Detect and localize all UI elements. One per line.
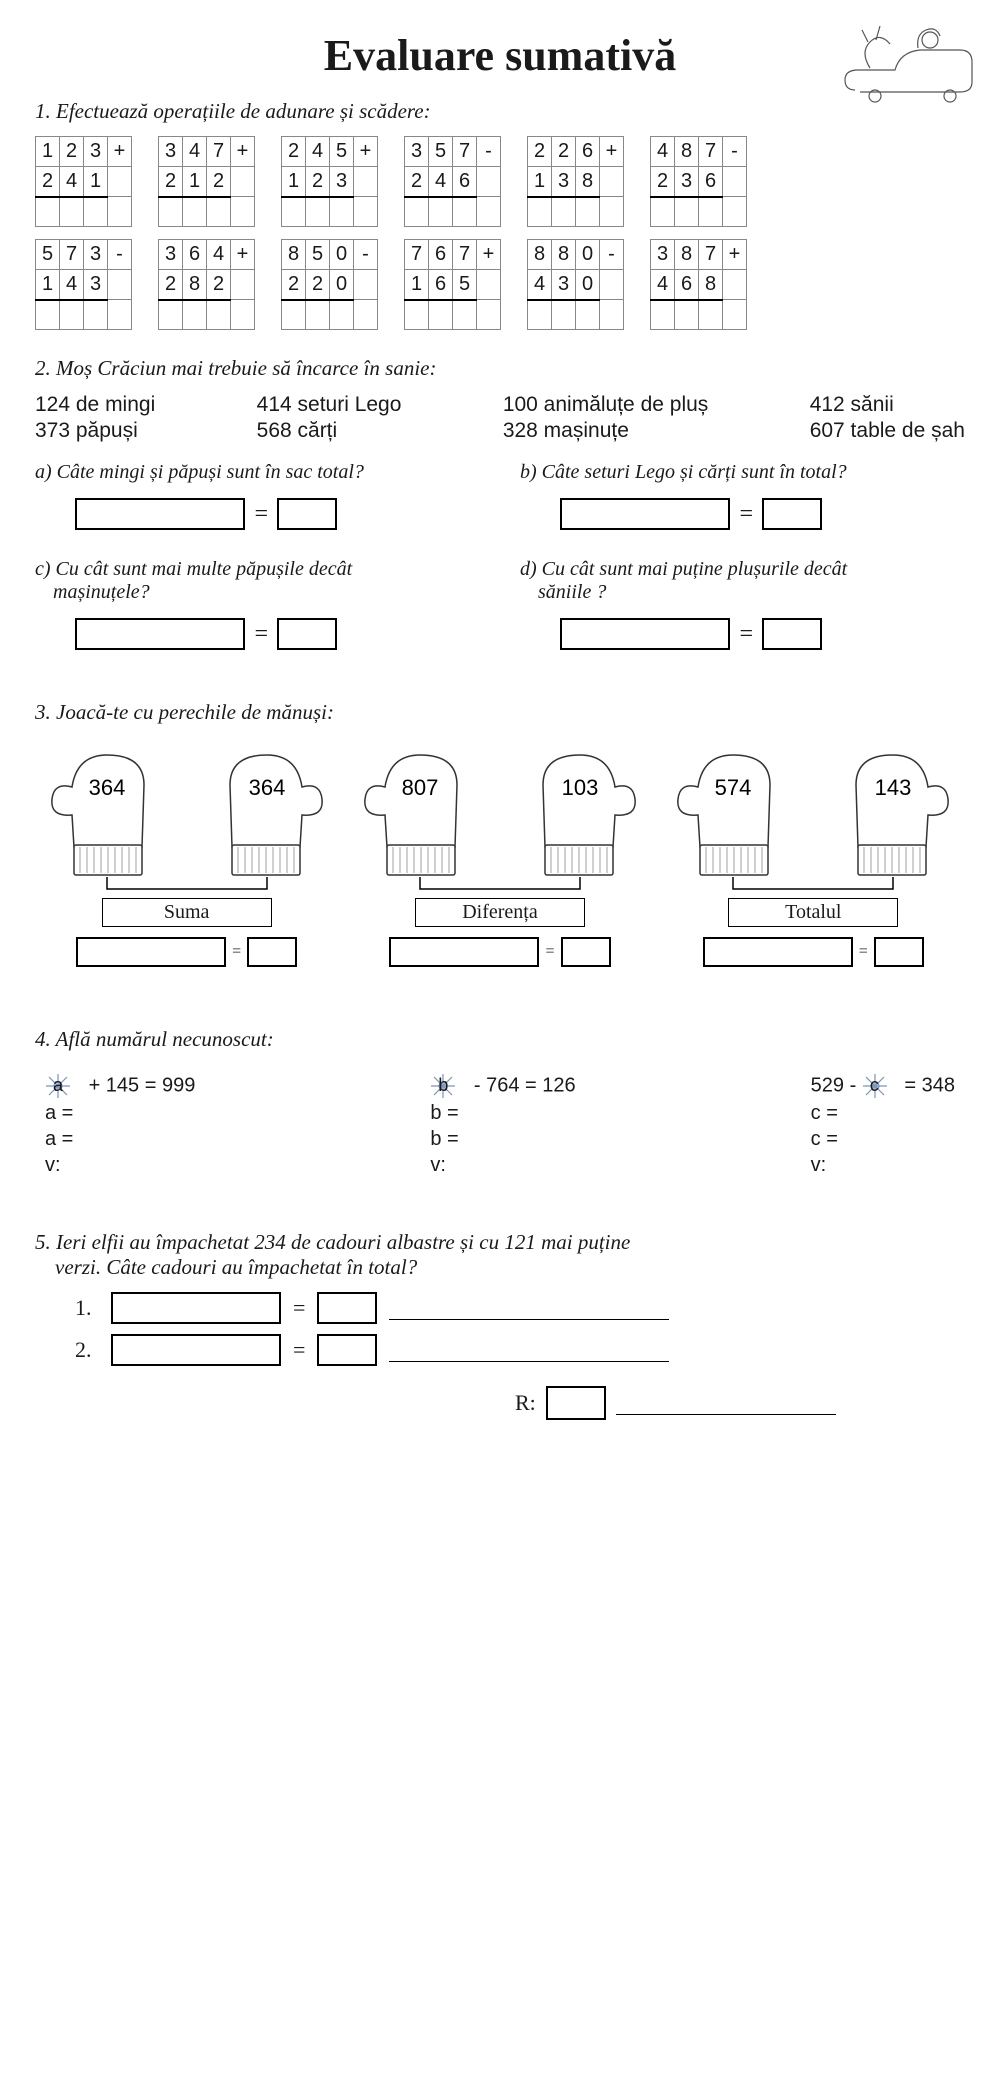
p2-qd: săniile ? [538,581,965,604]
p4-line[interactable]: v: [430,1154,575,1177]
p5-step-num: 2. [75,1337,99,1363]
p4-line[interactable]: b = [430,1128,575,1151]
p5-ans-label: R: [515,1390,536,1416]
arith-problem[interactable]: 245+123 [281,136,378,227]
arith-problem[interactable]: 573-143 [35,239,132,330]
arith-problem[interactable]: 487-236 [650,136,747,227]
svg-text:364: 364 [248,775,285,800]
arith-problem[interactable]: 387+468 [650,239,747,330]
p2-item: 607 table de șah [810,419,965,443]
arith-problem[interactable]: 880-430 [527,239,624,330]
mitten-caption: Totalul [728,898,898,927]
mitten-caption: Diferența [415,898,585,927]
arith-problem[interactable]: 123+241 [35,136,132,227]
p2-item: 100 animăluțe de pluș [503,393,708,417]
arithmetic-grid: 123+241 347+212 245+123 357-246 226+138 487-2… [35,136,965,330]
mittens-row: 364 364 Suma = 807 103 Diferența = 574 143 [35,737,965,967]
p5-label: 5. Ieri elfii au împachetat 234 de cadou… [35,1230,965,1280]
p2-item: 412 sănii [810,393,965,417]
p2-qc: mașinuțele? [53,581,480,604]
p2-qc: c) Cu cât sunt mai multe păpușile decât [35,558,480,581]
p4-col-c: 529 - c = 348 c = c = v: [811,1070,955,1180]
arith-problem[interactable]: 357-246 [404,136,501,227]
arith-problem[interactable]: 850-220 [281,239,378,330]
answer-box[interactable]: = [668,937,958,967]
p4-row: a + 145 = 999 a = a = v: b - 764 = 126 b… [35,1070,965,1180]
mitten-caption: Suma [102,898,272,927]
arith-problem[interactable]: 364+282 [158,239,255,330]
p2-item: 414 seturi Lego [257,393,402,417]
svg-text:103: 103 [562,775,599,800]
p2-items: 124 de mingi373 păpuși 414 seturi Lego56… [35,393,965,443]
p2-item: 328 mașinuțe [503,419,708,443]
answer-box[interactable]: = [560,498,965,530]
p4-line[interactable]: v: [45,1154,195,1177]
p5-step-num: 1. [75,1295,99,1321]
answer-box[interactable]: = [355,937,645,967]
p2-label: 2. Moș Crăciun mai trebuie să încarce în… [35,356,965,381]
p3-label: 3. Joacă-te cu perechile de mănuși: [35,700,965,725]
p4-col-a: a + 145 = 999 a = a = v: [45,1070,195,1180]
arith-problem[interactable]: 767+165 [404,239,501,330]
p4-var: a [53,1075,63,1095]
p4-eq: - 764 = 126 [468,1074,575,1096]
p4-line[interactable]: c = [811,1102,955,1125]
svg-text:807: 807 [402,775,439,800]
svg-text:143: 143 [875,775,912,800]
mitten-pair: 574 143 Totalul = [668,737,958,967]
answer-box[interactable]: = [75,498,480,530]
p4-line[interactable]: a = [45,1128,195,1151]
p4-eq: + 145 = 999 [83,1074,195,1096]
p5-step-1[interactable]: 1. = [75,1292,965,1324]
p4-col-b: b - 764 = 126 b = b = v: [430,1070,575,1180]
santa-sleigh-icon [840,12,980,112]
p4-line[interactable]: a = [45,1102,195,1125]
p5-text: verzi. Câte cadouri au împachetat în tot… [55,1255,965,1280]
p5-answer[interactable]: R: [515,1386,965,1420]
p4-var: b [438,1075,448,1095]
p2-item: 124 de mingi [35,393,155,417]
p4-line[interactable]: c = [811,1128,955,1151]
p4-label: 4. Află numărul necunoscut: [35,1027,965,1052]
p2-item: 373 păpuși [35,419,155,443]
p5-text: 5. Ieri elfii au împachetat 234 de cadou… [35,1230,965,1255]
p5-step-2[interactable]: 2. = [75,1334,965,1366]
answer-box[interactable]: = [42,937,332,967]
page-title: Evaluare sumativă [35,30,965,81]
answer-box[interactable]: = [560,618,965,650]
arith-problem[interactable]: 347+212 [158,136,255,227]
arith-problem[interactable]: 226+138 [527,136,624,227]
svg-text:364: 364 [88,775,125,800]
mitten-pair: 807 103 Diferența = [355,737,645,967]
p4-var: c [870,1075,879,1095]
p2-qb: b) Câte seturi Lego și cărți sunt în tot… [520,461,965,484]
answer-box[interactable]: = [75,618,480,650]
p4-line[interactable]: v: [811,1154,955,1177]
p4-line[interactable]: b = [430,1102,575,1125]
p4-eq: 529 - [811,1074,862,1096]
p2-qa: a) Câte mingi și păpuși sunt în sac tota… [35,461,480,484]
p2-qd: d) Cu cât sunt mai puține plușurile decâ… [520,558,965,581]
p2-item: 568 cărți [257,419,402,443]
svg-text:574: 574 [715,775,752,800]
mitten-pair: 364 364 Suma = [42,737,332,967]
p1-label: 1. Efectuează operațiile de adunare și s… [35,99,965,124]
p4-eq: = 348 [899,1074,955,1096]
